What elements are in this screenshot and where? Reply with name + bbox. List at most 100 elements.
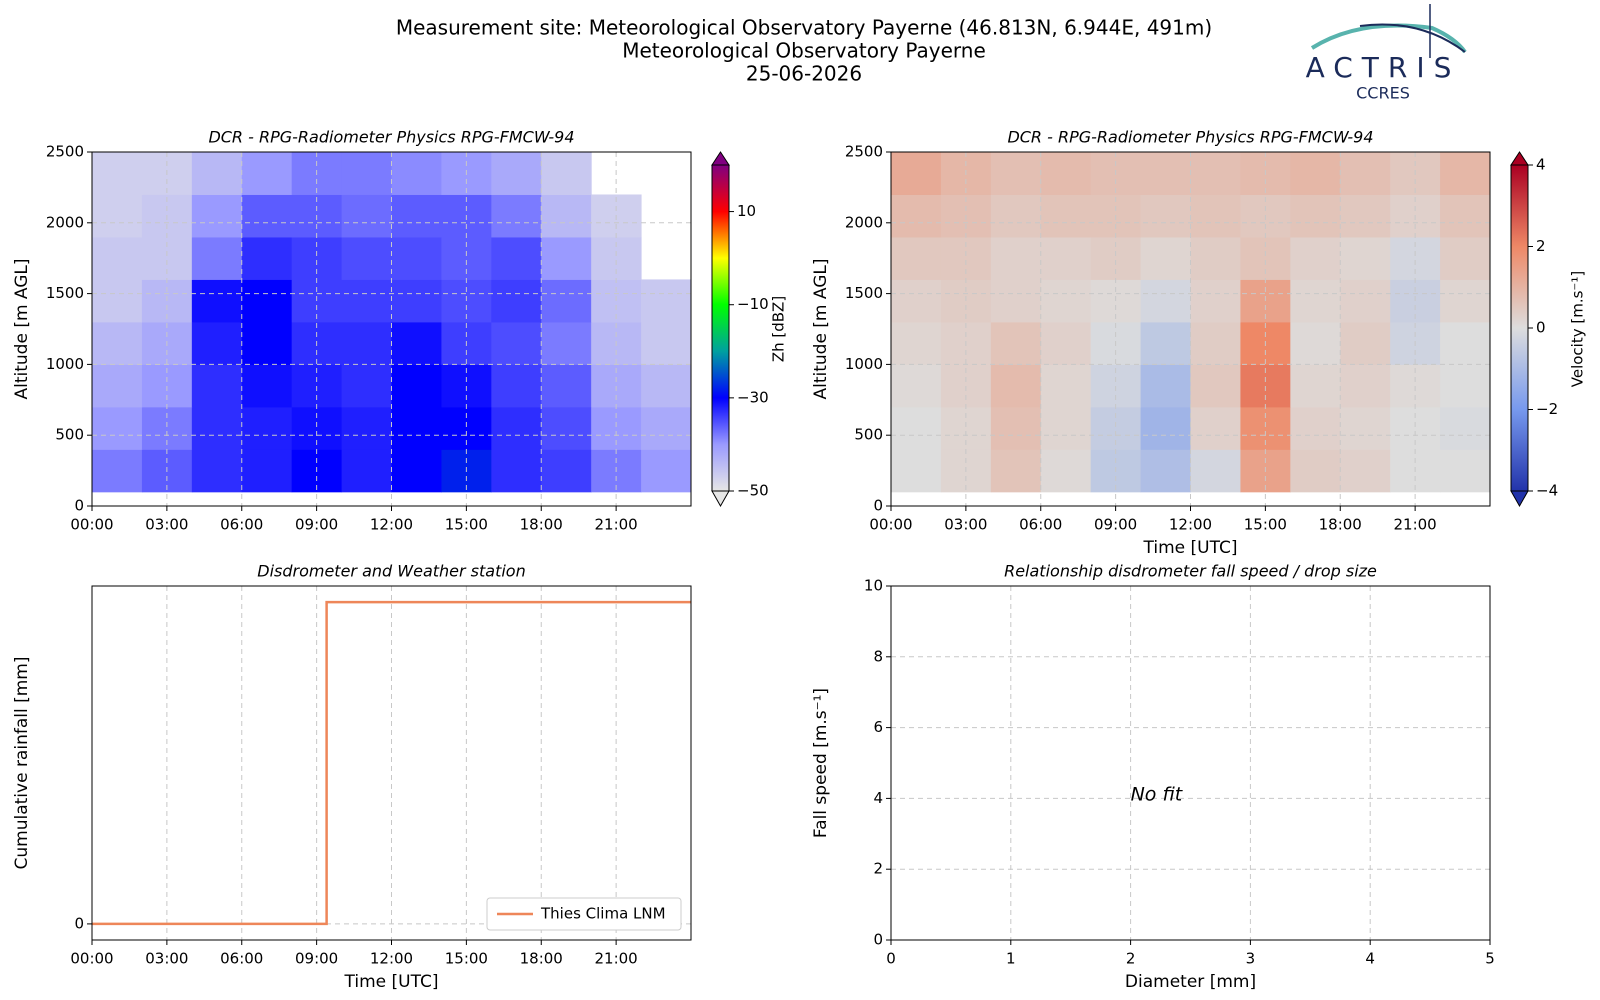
heat-cell <box>1440 194 1491 238</box>
y-tick-label: 0 <box>74 497 84 515</box>
heat-cell <box>92 279 143 323</box>
heat-cell <box>1140 152 1191 195</box>
logo-text: ACTRIS <box>1306 51 1461 84</box>
y-axis-label: Cumulative rainfall [mm] <box>12 657 32 870</box>
x-tick-label: 03:00 <box>944 516 987 534</box>
x-tick-label: 03:00 <box>145 516 188 534</box>
heat-cell <box>1440 236 1491 280</box>
heat-cell <box>1190 364 1241 408</box>
y-tick-label: 10 <box>864 577 883 595</box>
heat-cell <box>1290 406 1341 450</box>
heat-cell <box>1340 152 1391 195</box>
heat-cell <box>990 406 1042 450</box>
panel: DCR - RPG-Radiometer Physics RPG-FMCW-94… <box>811 128 1587 559</box>
legend: Thies Clima LNM <box>486 897 682 931</box>
heat-cell <box>1140 194 1191 238</box>
heat-cell <box>641 449 692 493</box>
heat-cell <box>191 236 243 280</box>
heat-cell <box>241 194 293 238</box>
y-tick-label: 1500 <box>845 284 883 302</box>
x-tick-label: 15:00 <box>1244 516 1287 534</box>
heat-cell <box>391 194 442 238</box>
x-tick-label: 09:00 <box>295 516 338 534</box>
heat-cell <box>341 194 392 238</box>
heat-cell <box>1040 279 1092 323</box>
panel: Disdrometer and Weather station 00:00 03:0… <box>12 562 692 992</box>
heat-cell <box>1140 236 1191 280</box>
heat-cell <box>1040 449 1092 493</box>
heat-cell <box>92 194 143 238</box>
heat-cell <box>1340 321 1391 365</box>
logo: ACTRIS CCRES <box>1306 4 1467 103</box>
heat-cell <box>92 406 143 450</box>
logo-arc <box>1359 23 1466 53</box>
x-tick-label: 18:00 <box>520 950 563 968</box>
heat-cell <box>341 364 392 408</box>
heat-cell <box>1140 449 1191 493</box>
heat-cell <box>541 152 592 195</box>
y-tick-label: 0 <box>873 931 883 949</box>
heat-cell <box>191 279 243 323</box>
figure-title: 25-06-2026 <box>746 62 862 86</box>
heat-cell <box>1290 321 1341 365</box>
x-axis-label: Time [UTC] <box>344 972 439 992</box>
axes-frame <box>91 585 692 941</box>
x-axis-label: Time [UTC] <box>1143 538 1238 558</box>
heat-cell <box>641 406 692 450</box>
x-tick-label: 18:00 <box>1319 516 1362 534</box>
heat-cell <box>1040 236 1092 280</box>
colorbar-tick-label: −10 <box>737 295 769 313</box>
heat-cell <box>990 321 1042 365</box>
heat-cell <box>391 152 442 195</box>
heat-cell <box>92 321 143 365</box>
heat-cell <box>891 152 942 195</box>
x-tick-label: 0 <box>886 950 896 968</box>
axes-frame <box>91 151 692 507</box>
heat-cell <box>1440 279 1491 323</box>
y-tick-label: 2 <box>873 860 883 878</box>
heat-cell <box>491 194 542 238</box>
heat-cell <box>641 321 692 365</box>
heat-cell <box>1190 279 1241 323</box>
heat-cell <box>891 364 942 408</box>
y-tick-label: 0 <box>74 914 84 932</box>
x-tick-label: 00:00 <box>70 516 113 534</box>
heat-cell <box>191 194 243 238</box>
y-tick-label: 2500 <box>46 143 84 161</box>
heat-cell <box>241 152 293 195</box>
colorbar <box>1511 165 1528 491</box>
colorbar-tick-label: −30 <box>737 388 769 406</box>
colorbar-extend <box>711 151 730 166</box>
x-tick-label: 21:00 <box>1394 516 1437 534</box>
heat-cell <box>1140 364 1191 408</box>
heat-cell <box>341 406 392 450</box>
heat-cell <box>491 321 542 365</box>
heat-cell <box>1340 279 1391 323</box>
heat-cell <box>1440 406 1491 450</box>
heat-cell <box>491 279 542 323</box>
heat-cell <box>891 449 942 493</box>
heat-cell <box>92 236 143 280</box>
colorbar-tick-label: −50 <box>737 482 769 500</box>
heat-cell <box>1040 364 1092 408</box>
y-axis-label: Altitude [m AGL] <box>811 258 831 399</box>
x-tick-label: 12:00 <box>1169 516 1212 534</box>
heat-cell <box>191 152 243 195</box>
colorbar-extend <box>1510 490 1529 508</box>
x-tick-label: 2 <box>1126 950 1136 968</box>
heat-cell <box>92 449 143 493</box>
heat-cell <box>241 364 293 408</box>
logo-arc <box>1310 23 1467 54</box>
colorbar-label: Zh [dBZ] <box>770 296 788 362</box>
heat-cell <box>491 152 542 195</box>
heat-cell <box>641 364 692 408</box>
heat-cell <box>541 364 592 408</box>
heat-cell <box>491 406 542 450</box>
heat-cell <box>1190 194 1241 238</box>
y-axis-label: Fall speed [m.s⁻¹] <box>811 688 831 838</box>
x-tick-label: 03:00 <box>145 950 188 968</box>
heat-cell <box>541 406 592 450</box>
heat-cell <box>1340 449 1391 493</box>
colorbar-label: Velocity [m.s⁻¹] <box>1569 271 1587 387</box>
heat-cell <box>391 279 442 323</box>
